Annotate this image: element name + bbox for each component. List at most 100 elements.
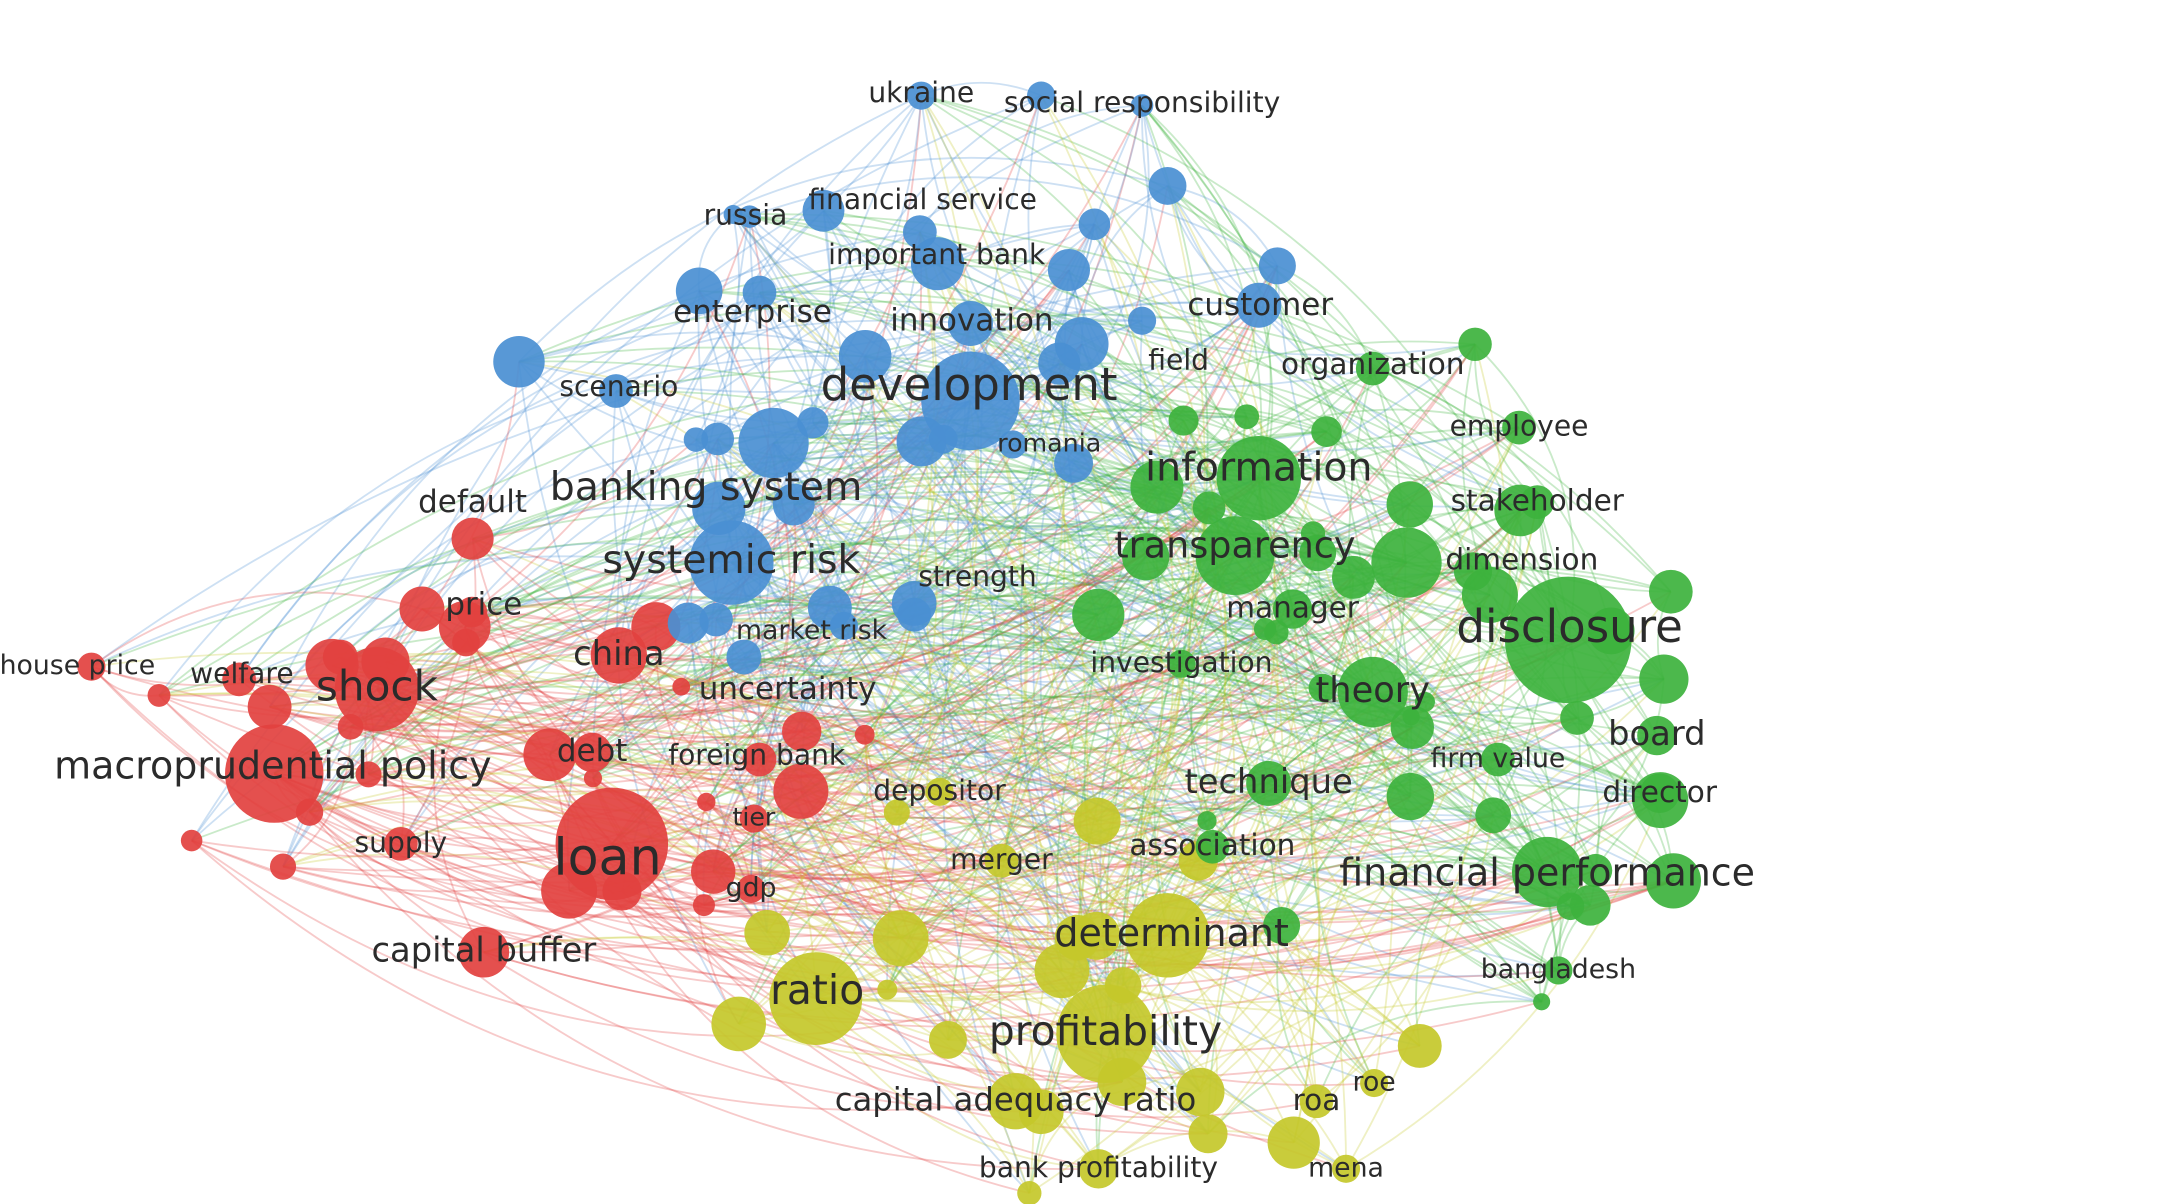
node-label: information	[1145, 444, 1372, 490]
edge	[800, 790, 1347, 1170]
node	[1097, 1057, 1147, 1106]
node	[1544, 956, 1573, 985]
node-label: ukraine	[868, 76, 974, 109]
edge	[743, 656, 1665, 804]
edge	[1072, 462, 1293, 610]
edge	[699, 289, 1414, 728]
node	[723, 204, 743, 224]
edge	[1424, 701, 1578, 725]
node	[738, 407, 809, 479]
node-label: enterprise	[673, 294, 832, 330]
edge	[621, 639, 1569, 916]
edge	[712, 613, 915, 872]
node	[1458, 327, 1492, 362]
edge	[814, 95, 980, 1000]
node	[1533, 993, 1551, 1011]
edge	[191, 839, 1123, 1112]
edge	[368, 644, 1412, 776]
edge	[947, 663, 1183, 1041]
edge	[615, 390, 1107, 1034]
edge	[421, 608, 1494, 869]
node	[583, 769, 603, 788]
edge	[730, 561, 1277, 670]
edge	[471, 538, 940, 793]
map-layer: ukraine social responsibility russia financ…	[0, 76, 1755, 1204]
edge	[471, 611, 902, 939]
edge	[1156, 463, 1521, 512]
node	[902, 215, 937, 249]
node	[399, 586, 445, 632]
edge	[896, 231, 979, 813]
node	[1234, 404, 1260, 430]
node-label: board	[1608, 714, 1705, 753]
edge	[350, 715, 1107, 1035]
edge	[591, 539, 1407, 754]
edge	[465, 641, 802, 739]
node	[1054, 443, 1094, 483]
node-label: uncertainty	[699, 671, 877, 707]
edge	[1207, 1000, 1542, 1135]
node-label: director	[1602, 775, 1717, 809]
node	[1556, 892, 1585, 921]
nodes	[77, 81, 1702, 1204]
edge	[591, 578, 1569, 754]
edge	[273, 772, 1661, 987]
node-label: macroprudential policy	[54, 743, 492, 787]
edge	[1121, 552, 1319, 986]
edge	[1207, 691, 1374, 1134]
node	[1167, 649, 1196, 678]
node-label: supply	[355, 826, 448, 859]
node	[1386, 772, 1435, 821]
node	[742, 742, 777, 777]
edge	[938, 627, 1266, 793]
edge	[592, 624, 845, 779]
edge	[331, 664, 1542, 1053]
edge	[1166, 185, 1413, 797]
edge	[920, 441, 1099, 616]
edge	[618, 576, 1354, 726]
node	[572, 732, 612, 773]
node-label: dimension	[1445, 543, 1598, 577]
edge	[368, 662, 1661, 795]
edge	[758, 291, 1412, 718]
edge	[548, 754, 817, 1000]
edge	[618, 654, 1124, 986]
node	[738, 205, 761, 228]
node	[802, 189, 845, 232]
edge	[698, 290, 1520, 453]
node	[1073, 797, 1121, 845]
edge	[592, 777, 1674, 966]
edge	[793, 491, 1578, 719]
edge	[471, 611, 752, 890]
node-label: shock	[316, 662, 439, 711]
edge	[1068, 269, 1190, 665]
edge	[772, 442, 1277, 639]
edge	[1276, 631, 1661, 801]
edge	[843, 625, 1375, 1084]
edge	[772, 442, 1411, 798]
node-label: financial service	[808, 183, 1037, 216]
node	[1390, 705, 1435, 750]
edge	[730, 561, 1182, 683]
edge	[705, 430, 1327, 803]
edge	[621, 504, 797, 892]
edge	[800, 561, 1408, 797]
edge	[421, 605, 1199, 862]
edge	[274, 570, 1474, 793]
edge	[730, 561, 1665, 722]
edge	[90, 666, 752, 903]
edge	[615, 368, 1411, 506]
node	[1054, 915, 1101, 961]
edge	[886, 561, 1407, 991]
edge	[611, 843, 1317, 1119]
edge	[1141, 105, 1248, 418]
node-label: china	[573, 634, 664, 673]
node-label: development	[821, 358, 1118, 411]
edge	[269, 594, 1491, 772]
node	[225, 724, 324, 823]
edge	[1122, 984, 1347, 1170]
edge	[712, 795, 1411, 913]
edge	[549, 486, 1157, 756]
edge	[1095, 420, 1195, 937]
